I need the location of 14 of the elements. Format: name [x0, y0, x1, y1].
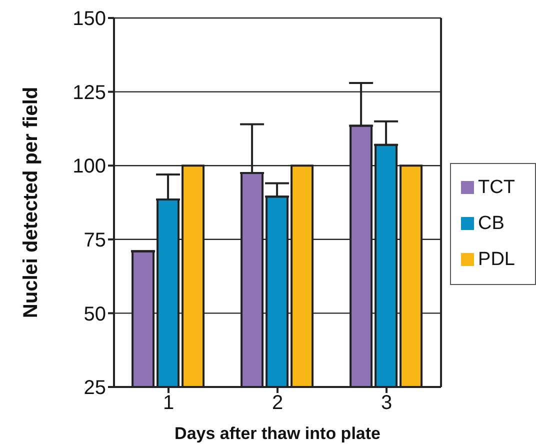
y-tick-label: 100 — [72, 156, 106, 178]
y-tick-label: 75 — [84, 230, 106, 252]
x-tick-label: 3 — [380, 392, 392, 414]
legend-label: PDL — [478, 248, 515, 270]
y-tick-label: 125 — [72, 82, 106, 104]
x-tick-label: 1 — [162, 392, 174, 414]
y-tick-label: 150 — [72, 8, 106, 30]
y-tick-label: 50 — [84, 303, 106, 326]
legend-label: CB — [478, 212, 504, 234]
y-axis-title: Nuclei detected per field — [20, 86, 42, 318]
x-tick-label: 2 — [272, 392, 284, 414]
legend-label: TCT — [478, 176, 515, 198]
y-tick-label: 25 — [84, 377, 106, 400]
x-axis-title: Days after thaw into plate — [174, 424, 380, 443]
